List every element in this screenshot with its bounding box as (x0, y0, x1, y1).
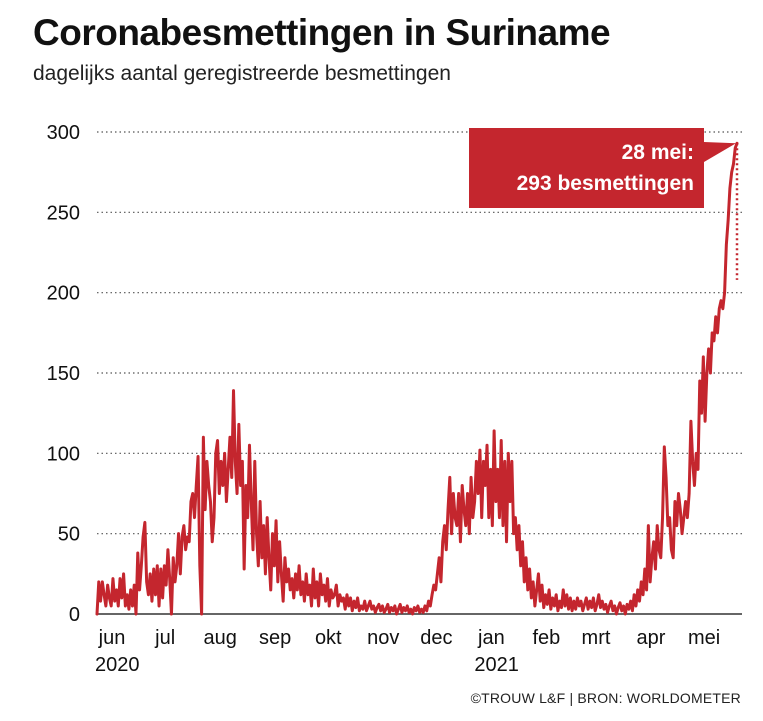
annotation-box (469, 128, 704, 208)
source-credit: ©TROUW L&F | BRON: WORLDOMETER (470, 690, 741, 706)
x-tick-label: aug (203, 627, 236, 649)
x-tick-label: jun (98, 627, 126, 649)
x-tick-label: mrt (582, 627, 611, 649)
gridlines (97, 131, 742, 615)
annotation-date-label: 28 mei: (622, 141, 694, 164)
x-tick-label: dec (420, 627, 452, 649)
x-tick-year-label: 2020 (95, 654, 140, 676)
x-tick-label: apr (636, 627, 665, 649)
y-tick-label: 150 (47, 363, 80, 385)
x-tick-label: mei (688, 627, 720, 649)
line-chart: 0 50 100 150 200 250 300 jun 2020 jul aug sep okt no… (47, 122, 742, 676)
y-tick-label: 100 (47, 443, 80, 465)
chart-subtitle: dagelijks aantal geregistreerde besmetti… (33, 62, 451, 85)
x-tick-label: jul (154, 627, 175, 649)
annotation-value-label: 293 besmettingen (517, 172, 694, 195)
x-tick-label: okt (315, 627, 342, 649)
annotation-pointer (704, 142, 736, 162)
x-axis-ticks: jun 2020 jul aug sep okt nov dec jan 2021 feb mrt ap… (95, 627, 720, 676)
x-tick-label: jan (477, 627, 505, 649)
y-tick-label: 0 (69, 604, 80, 626)
annotation-callout: 28 mei: 293 besmettingen (469, 128, 736, 208)
plot-area (95, 141, 739, 616)
x-tick-label: nov (367, 627, 399, 649)
chart-title: Coronabesmettingen in Suriname (33, 12, 611, 53)
y-tick-label: 250 (47, 202, 80, 224)
series-line (95, 141, 739, 616)
y-tick-label: 50 (58, 524, 80, 546)
x-tick-label: feb (532, 627, 560, 649)
x-tick-label: sep (259, 627, 291, 649)
x-tick-year-label: 2021 (474, 654, 519, 676)
y-tick-label: 300 (47, 122, 80, 144)
y-axis-ticks: 0 50 100 150 200 250 300 (47, 122, 80, 626)
y-tick-label: 200 (47, 283, 80, 305)
